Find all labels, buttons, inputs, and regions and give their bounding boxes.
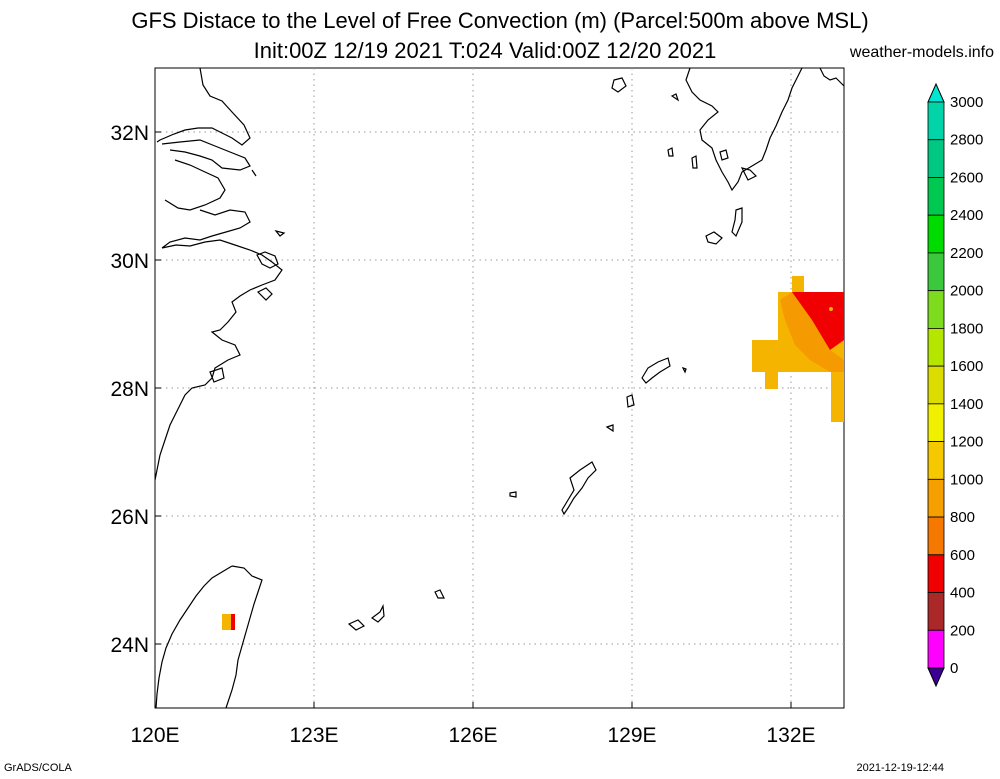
colorbar-segment <box>927 403 945 443</box>
chart-title: GFS Distace to the Level of Free Convect… <box>131 8 869 33</box>
colorbar-segment <box>927 478 945 518</box>
footer-left: GrADS/COLA <box>4 762 72 774</box>
colorbar-label: 0 <box>950 660 958 677</box>
map-frame <box>154 67 845 709</box>
coast-island-small-4 <box>681 366 687 374</box>
coast-kyushu <box>685 67 803 192</box>
coast-island-iriomote <box>347 619 366 631</box>
shade-dot <box>829 307 833 311</box>
coast-china-island-1 <box>256 251 279 269</box>
colorbar-top-arrow <box>927 82 945 103</box>
shade-taiwan-orange <box>222 614 231 630</box>
map-area <box>154 67 845 709</box>
colorbar-label: 1600 <box>950 358 983 375</box>
coastlines <box>154 67 845 709</box>
y-axis-ticks: 24N 26N 28N 30N 32N <box>110 122 161 657</box>
colorbar-segment <box>927 516 945 556</box>
x-tick-label: 123E <box>289 724 338 747</box>
y-tick-label: 24N <box>110 634 149 657</box>
colorbar-label: 2000 <box>950 283 983 300</box>
coast-shikoku-edge <box>819 67 845 87</box>
x-tick-label: 132E <box>766 724 815 747</box>
colorbar-label: 1000 <box>950 471 983 488</box>
colorbar-segment <box>927 629 945 669</box>
colorbar-segment <box>927 214 945 254</box>
x-tick-label: 126E <box>448 724 497 747</box>
coast-island-yakushima <box>705 231 723 245</box>
x-tick-label: 129E <box>607 724 656 747</box>
y-tick-label: 32N <box>110 122 149 145</box>
colorbar-segment <box>927 365 945 405</box>
colorbar-label: 800 <box>950 509 975 526</box>
colorbar-label: 200 <box>950 622 975 639</box>
shade-red <box>792 292 844 350</box>
coast-island-small-1 <box>509 491 517 498</box>
coast-china-island-2 <box>256 287 273 301</box>
colorbar-segment <box>927 554 945 593</box>
coast-island-small-7 <box>670 93 680 102</box>
y-tick-label: 30N <box>110 250 149 273</box>
coast-island-small-6 <box>691 155 698 169</box>
colorbar-segment <box>927 290 945 329</box>
colorbar: 3000280026002400220020001800160014001200… <box>927 82 983 688</box>
coast-island-tanegashima <box>731 207 743 238</box>
coast-island-okinawa <box>561 461 597 516</box>
colorbar-segment <box>927 441 945 480</box>
coast-island-small-5 <box>667 147 674 157</box>
coast-china-island-3 <box>274 229 286 237</box>
colorbar-label: 1400 <box>950 396 983 413</box>
colorbar-segment <box>927 177 945 216</box>
coast-island-small-3 <box>626 394 635 408</box>
coast-china-island-4 <box>209 367 225 383</box>
colorbar-label: 3000 <box>950 94 983 111</box>
coast-taiwan <box>155 565 263 709</box>
colorbar-segment <box>927 327 945 367</box>
coast-island-miyako <box>434 589 445 599</box>
coast-island-small-2 <box>605 424 614 433</box>
x-tick-label: 120E <box>130 724 179 747</box>
grid-lines <box>155 68 844 708</box>
coast-island-ishigaki <box>370 603 385 623</box>
colorbar-segment <box>927 101 945 141</box>
colorbar-label: 2200 <box>950 245 983 262</box>
colorbar-segment <box>927 252 945 292</box>
colorbar-label: 600 <box>950 547 975 564</box>
y-tick-label: 26N <box>110 506 149 529</box>
colorbar-label: 400 <box>950 585 975 602</box>
coast-china <box>154 67 283 481</box>
shade-orange-inner <box>780 292 844 372</box>
colorbar-label: 2800 <box>950 132 983 149</box>
coast-island-goto <box>611 77 627 93</box>
colorbar-label: 1800 <box>950 320 983 337</box>
coast-island-amami <box>641 357 671 384</box>
colorbar-label: 1200 <box>950 434 983 451</box>
colorbar-segment <box>927 592 945 631</box>
colorbar-segment <box>927 139 945 178</box>
colorbar-bottom-arrow <box>927 667 945 688</box>
x-axis-ticks: 120E 123E 126E 129E 132E <box>130 702 816 747</box>
lfc-shading <box>222 276 844 630</box>
colorbar-label: 2400 <box>950 207 983 224</box>
y-tick-label: 28N <box>110 378 149 401</box>
footer-right: 2021-12-19-12:44 <box>856 762 944 774</box>
chart-subtitle: Init:00Z 12/19 2021 T:024 Valid:00Z 12/2… <box>253 38 717 63</box>
site-label: weather-models.info <box>849 44 994 61</box>
colorbar-label: 2600 <box>950 169 983 186</box>
shade-taiwan-red <box>231 614 235 630</box>
